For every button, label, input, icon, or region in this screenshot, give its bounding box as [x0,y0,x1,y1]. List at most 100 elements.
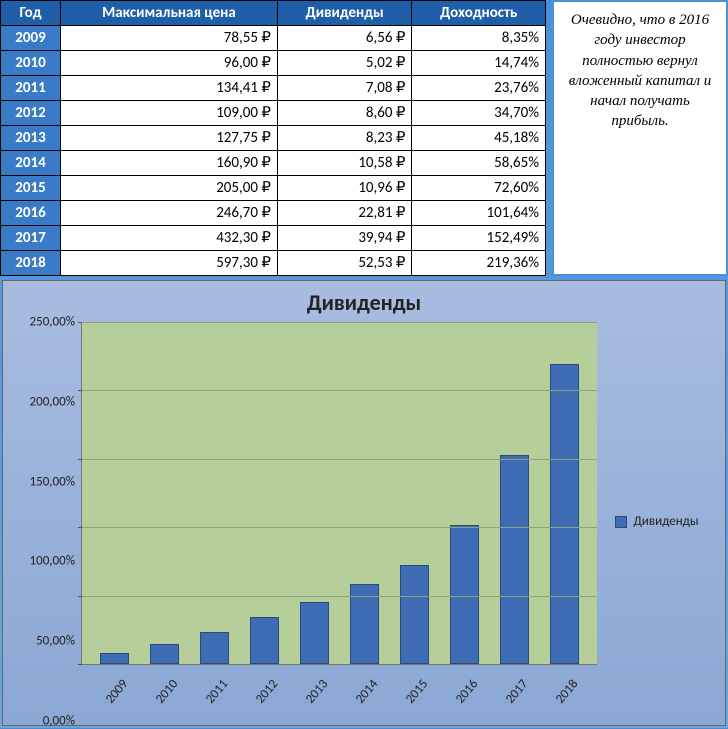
gridline [82,459,597,460]
chart-yaxis: 0,00%50,00%100,00%150,00%200,00%250,00% [11,322,81,721]
cell-div: 8,60 ₽ [277,101,412,126]
cell-price: 597,30 ₽ [61,251,278,276]
cell-price: 127,75 ₽ [61,126,278,151]
bar [150,644,179,664]
table-row: 2014160,90 ₽10,58 ₽58,65% [1,151,546,176]
commentary-note: Очевидно, что в 2016 году инвестор полно… [552,0,728,276]
bar [300,602,329,664]
cell-price: 205,00 ₽ [61,176,278,201]
xlabel-slot: 2009 [89,665,139,721]
col-price: Максимальная цена [61,1,278,26]
cell-price: 160,90 ₽ [61,151,278,176]
cell-yield: 14,74% [412,51,546,76]
legend-label: Дивиденды [633,514,698,529]
table-header-row: Год Максимальная цена Дивиденды Доходнос… [1,1,546,26]
cell-div: 22,81 ₽ [277,201,412,226]
cell-div: 5,02 ₽ [277,51,412,76]
cell-price: 432,30 ₽ [61,226,278,251]
bar-slot [389,322,439,664]
chart-xaxis: 2009201020112012201320142015201620172018 [81,665,597,721]
bar [550,364,579,664]
cell-yield: 152,49% [412,226,546,251]
bar-slot [439,322,489,664]
cell-year: 2010 [1,51,61,76]
cell-yield: 58,65% [412,151,546,176]
cell-div: 39,94 ₽ [277,226,412,251]
table-row: 2015205,00 ₽10,96 ₽72,60% [1,176,546,201]
ytick-mark [78,596,82,597]
gridline [82,596,597,597]
cell-price: 246,70 ₽ [61,201,278,226]
cell-price: 134,41 ₽ [61,76,278,101]
bar-slot [489,322,539,664]
bar-slot [290,322,340,664]
cell-div: 10,58 ₽ [277,151,412,176]
legend-item: Дивиденды [615,514,698,529]
cell-yield: 101,64% [412,201,546,226]
bar-slot [190,322,240,664]
ytick-mark [78,527,82,528]
cell-yield: 45,18% [412,126,546,151]
cell-year: 2015 [1,176,61,201]
cell-div: 6,56 ₽ [277,26,412,51]
chart-title: Дивиденды [11,289,717,316]
bar [100,653,129,664]
col-year: Год [1,1,61,26]
cell-year: 2014 [1,151,61,176]
ytick-label: 50,00% [36,634,75,649]
table-row: 2018597,30 ₽52,53 ₽219,36% [1,251,546,276]
cell-yield: 23,76% [412,76,546,101]
cell-div: 8,23 ₽ [277,126,412,151]
ytick-label: 250,00% [30,315,75,330]
bar [200,632,229,665]
bar [500,455,529,664]
table-row: 2017432,30 ₽39,94 ₽152,49% [1,226,546,251]
cell-price: 96,00 ₽ [61,51,278,76]
ytick-mark [78,664,82,665]
cell-year: 2012 [1,101,61,126]
col-yield: Доходность [412,1,546,26]
cell-year: 2018 [1,251,61,276]
cell-yield: 8,35% [412,26,546,51]
bar-slot [240,322,290,664]
cell-year: 2013 [1,126,61,151]
cell-year: 2009 [1,26,61,51]
table-row: 2016246,70 ₽22,81 ₽101,64% [1,201,546,226]
ytick-mark [78,322,82,323]
bar [250,617,279,664]
cell-year: 2016 [1,201,61,226]
chart-body: 0,00%50,00%100,00%150,00%200,00%250,00% … [11,322,717,721]
table-row: 201096,00 ₽5,02 ₽14,74% [1,51,546,76]
ytick-mark [78,459,82,460]
ytick-label: 0,00% [43,714,75,729]
cell-div: 52,53 ₽ [277,251,412,276]
table-row: 2013127,75 ₽8,23 ₽45,18% [1,126,546,151]
bar-slot [539,322,589,664]
bar [400,565,429,664]
top-row: Год Максимальная цена Дивиденды Доходнос… [0,0,728,276]
bar-slot [90,322,140,664]
ytick-mark [78,390,82,391]
cell-year: 2011 [1,76,61,101]
cell-yield: 72,60% [412,176,546,201]
dividend-chart-card: Дивиденды 0,00%50,00%100,00%150,00%200,0… [2,280,726,726]
table-row: 200978,55 ₽6,56 ₽8,35% [1,26,546,51]
cell-year: 2017 [1,226,61,251]
dividend-table-wrap: Год Максимальная цена Дивиденды Доходнос… [0,0,546,276]
gridline [82,527,597,528]
cell-div: 10,96 ₽ [277,176,412,201]
cell-price: 78,55 ₽ [61,26,278,51]
ytick-label: 150,00% [30,474,75,489]
commentary-text: Очевидно, что в 2016 году инвестор полно… [569,12,712,129]
dividend-table: Год Максимальная цена Дивиденды Доходнос… [0,0,546,276]
legend-swatch [615,516,627,528]
cell-yield: 34,70% [412,101,546,126]
chart-plot-wrap: 2009201020112012201320142015201620172018 [81,322,597,721]
ytick-label: 200,00% [30,394,75,409]
table-row: 2011134,41 ₽7,08 ₽23,76% [1,76,546,101]
cell-yield: 219,36% [412,251,546,276]
chart-bars [82,322,597,664]
bar-slot [140,322,190,664]
gridline [82,322,597,323]
table-row: 2012109,00 ₽8,60 ₽34,70% [1,101,546,126]
